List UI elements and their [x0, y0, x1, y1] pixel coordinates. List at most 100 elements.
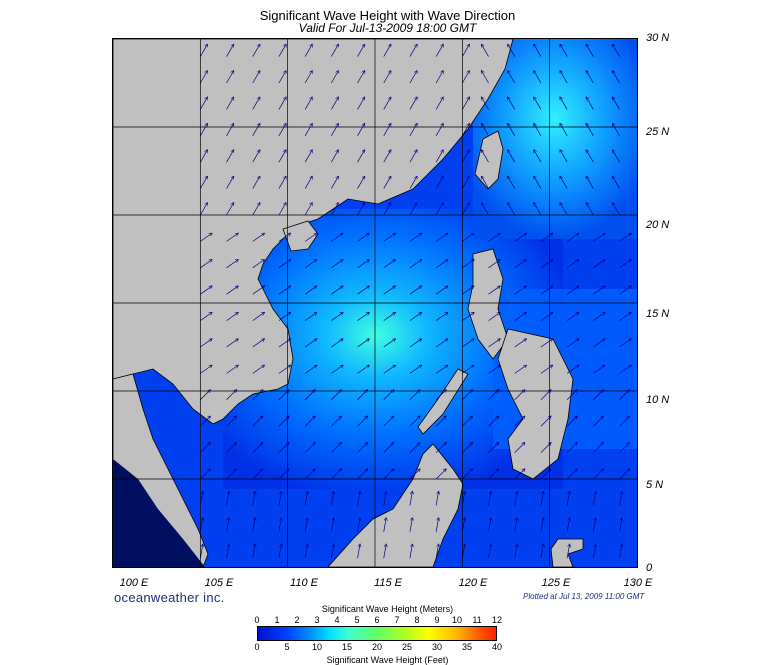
wave-direction-arrow: [619, 416, 630, 427]
wave-direction-arrow: [462, 203, 469, 216]
wave-direction-arrow: [560, 97, 568, 110]
wave-direction-arrow: [560, 150, 568, 163]
wave-direction-arrow: [200, 260, 211, 269]
wave-direction-arrow: [357, 124, 365, 136]
sea-strait-malacca: [113, 459, 205, 567]
wave-direction-arrow: [200, 416, 210, 427]
wave-direction-arrow: [409, 492, 412, 506]
colorbar-feet-tick: 25: [401, 642, 413, 652]
wave-direction-arrow: [383, 124, 391, 136]
wave-direction-arrow: [462, 339, 473, 348]
wave-direction-arrow: [357, 71, 365, 84]
wave-direction-arrow: [304, 150, 312, 163]
wave-direction-arrow: [357, 176, 365, 189]
wave-direction-arrow: [566, 416, 577, 427]
wave-direction-arrow: [586, 124, 594, 136]
wave-direction-arrow: [488, 339, 500, 348]
colorbar-meters-tick: 2: [294, 615, 300, 625]
wave-direction-arrow: [462, 313, 473, 321]
wave-direction-arrow: [619, 544, 622, 559]
wave-direction-arrow: [540, 544, 543, 559]
wave-direction-arrow: [514, 313, 526, 321]
wave-direction-arrow: [226, 97, 234, 110]
wave-direction-arrow: [383, 313, 395, 321]
colorbar-feet-tick: 20: [371, 642, 383, 652]
wave-direction-arrow: [304, 365, 316, 374]
colorbar-meters-tick: 7: [394, 615, 400, 625]
map-svg: [113, 39, 637, 567]
wave-direction-arrow: [409, 44, 417, 57]
wave-direction-arrow: [226, 339, 238, 348]
wave-direction-arrow: [488, 544, 491, 559]
wave-direction-arrow: [383, 97, 391, 110]
wave-direction-arrow: [488, 313, 500, 321]
wave-direction-arrow: [462, 176, 469, 189]
wave-direction-arrows: [199, 44, 631, 559]
wave-direction-arrow: [357, 286, 369, 295]
wave-direction-arrow: [252, 150, 260, 163]
wave-direction-arrow: [278, 313, 290, 321]
wave-direction-arrow: [435, 150, 443, 163]
wave-direction-arrow: [226, 469, 237, 480]
wave-direction-arrow: [200, 97, 207, 110]
wave-direction-arrow: [508, 44, 516, 57]
wave-direction-arrow: [586, 71, 594, 84]
wave-direction-arrow: [593, 416, 603, 427]
wave-direction-arrow: [586, 176, 594, 189]
wave-direction-arrow: [488, 518, 491, 532]
wave-direction-arrow: [331, 339, 342, 348]
wave-direction-arrow: [508, 176, 516, 189]
wave-direction-arrow: [226, 150, 234, 163]
wave-direction-arrow: [357, 443, 368, 453]
wave-direction-arrow: [462, 260, 473, 269]
land-borneo: [327, 443, 464, 567]
colorbar-meters-tick: 0: [254, 615, 260, 625]
wave-direction-arrow: [330, 492, 333, 506]
wave-direction-arrow: [409, 203, 417, 216]
wave-direction-arrow: [534, 124, 542, 136]
wave-direction-arrow: [409, 176, 417, 189]
wave-direction-arrow: [278, 365, 290, 374]
wave-direction-arrow: [304, 286, 316, 295]
wave-direction-arrow: [613, 71, 620, 84]
lat-label-25n: 25 N: [646, 126, 670, 138]
wave-direction-arrow: [592, 492, 595, 506]
wave-direction-arrow: [560, 203, 568, 216]
wave-direction-arrow: [357, 203, 365, 216]
wave-direction-arrow: [304, 233, 316, 242]
wave-direction-arrow: [278, 260, 290, 269]
wave-direction-arrow: [560, 44, 568, 57]
wave-direction-arrow: [488, 492, 491, 506]
wave-direction-arrow: [383, 44, 391, 57]
wave-direction-arrow: [357, 544, 360, 559]
wave-direction-arrow: [252, 71, 260, 84]
land-taiwan: [474, 130, 504, 190]
wave-direction-arrow: [462, 286, 473, 295]
wave-direction-arrow: [462, 443, 472, 453]
wave-direction-arrow: [514, 339, 526, 348]
wave-direction-arrow: [357, 365, 369, 374]
wave-direction-arrow: [566, 286, 578, 295]
wave-direction-arrow: [488, 233, 500, 242]
wave-direction-arrow: [613, 97, 620, 110]
wave-direction-arrow: [357, 469, 368, 480]
wave-direction-arrow: [488, 260, 500, 269]
wave-direction-arrow: [619, 492, 622, 506]
wave-direction-arrow: [383, 390, 394, 401]
wave-direction-arrow: [304, 313, 316, 321]
wave-direction-arrow: [409, 260, 421, 269]
land-sulawesi: [550, 538, 584, 567]
wave-direction-arrow: [619, 469, 630, 480]
wave-direction-arrow: [226, 286, 238, 295]
brand-logo-text: oceanweather inc.: [114, 590, 225, 605]
wave-direction-arrow: [435, 469, 446, 480]
wave-direction-arrow: [514, 365, 526, 374]
wave-direction-arrow: [252, 518, 255, 532]
wave-direction-arrow: [226, 390, 237, 401]
wave-direction-arrow: [619, 260, 631, 269]
wave-direction-arrow: [508, 71, 516, 84]
wave-direction-arrow: [482, 97, 489, 110]
wave-direction-arrow: [383, 233, 395, 242]
wave-direction-arrow: [304, 390, 315, 401]
lat-label-10n: 10 N: [646, 394, 670, 406]
